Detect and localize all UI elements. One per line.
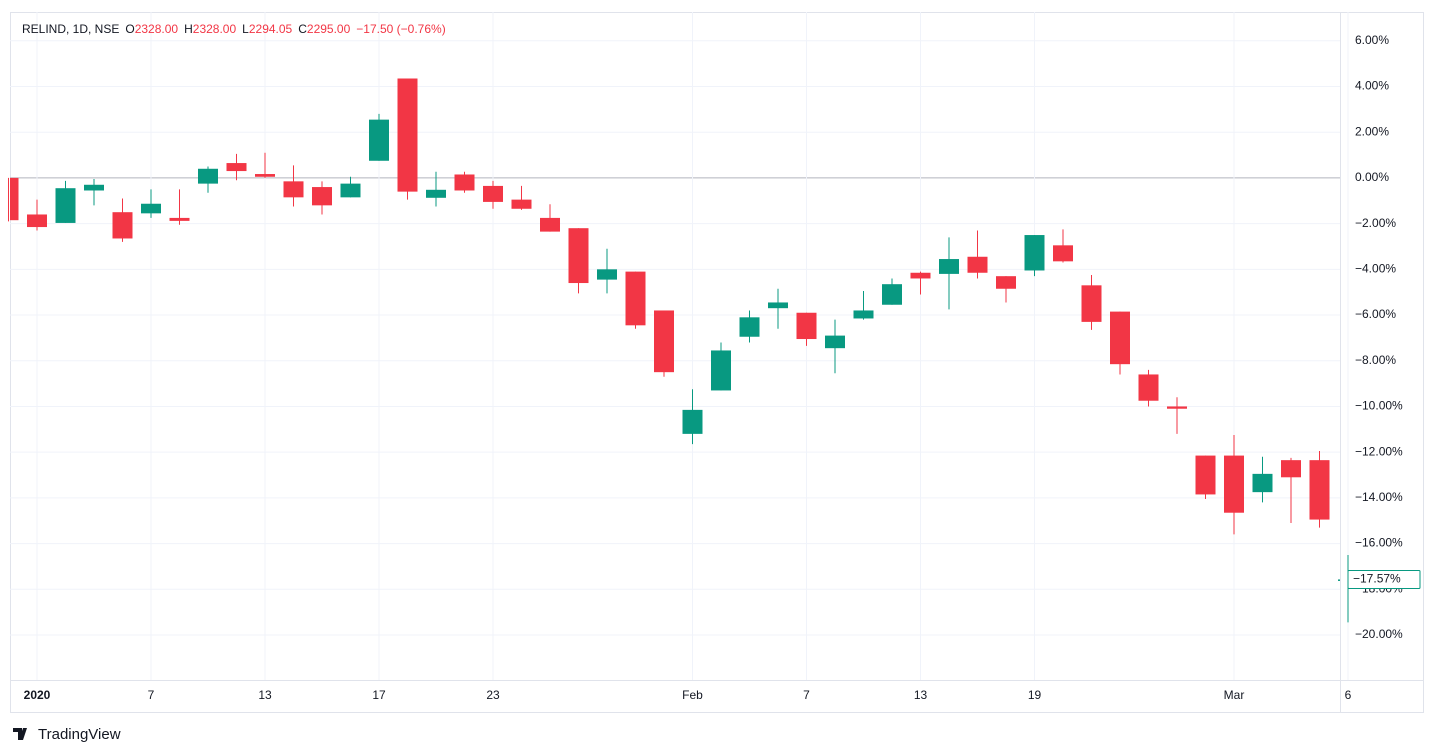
candle-body <box>454 174 475 191</box>
y-tick-label: 2.00% <box>1355 124 1389 138</box>
candle-body <box>112 212 133 239</box>
candle-body <box>141 203 161 214</box>
candle-body <box>1081 285 1102 322</box>
candle-body <box>1309 460 1330 520</box>
candle-body <box>825 335 845 349</box>
y-tick-label: −6.00% <box>1355 307 1396 321</box>
footer-brand: TradingView <box>38 726 121 743</box>
y-tick-label: −14.00% <box>1355 490 1403 504</box>
last-price-box <box>1347 569 1421 589</box>
candle-body <box>1053 245 1073 262</box>
candle-body <box>312 187 332 206</box>
ohlc-label: H <box>184 22 193 36</box>
ohlc-value: 2294.05 <box>249 22 293 36</box>
candle-body <box>939 259 959 274</box>
candle-body <box>55 188 76 223</box>
y-tick-label: −20.00% <box>1355 627 1403 641</box>
candle-body <box>169 217 190 221</box>
candle-body <box>625 271 646 326</box>
candle-body <box>198 168 218 184</box>
logo-icon <box>13 728 27 740</box>
x-tick-label: Feb <box>682 688 703 702</box>
candle-body <box>1281 460 1301 478</box>
candle-body <box>426 189 446 198</box>
candle-body <box>1167 406 1187 409</box>
x-tick-label: 7 <box>803 688 810 702</box>
x-tick-label: 17 <box>372 688 386 702</box>
candle-body <box>483 185 503 202</box>
y-tick-label: −10.00% <box>1355 399 1403 413</box>
x-tick-label: 13 <box>914 688 928 702</box>
x-tick-label: Mar <box>1224 688 1245 702</box>
x-tick-label: 13 <box>258 688 272 702</box>
candle-body <box>1138 374 1159 401</box>
ohlc-label: O <box>125 22 134 36</box>
ohlc-label: L <box>242 22 249 36</box>
y-tick-label: −8.00% <box>1355 353 1396 367</box>
candle-body <box>397 78 418 192</box>
ohlc-value: 2328.00 <box>135 22 179 36</box>
candle-body <box>853 310 874 319</box>
x-tick-label: 23 <box>486 688 500 702</box>
y-tick-label: −2.00% <box>1355 216 1396 230</box>
candle-body <box>369 119 389 161</box>
candle-body <box>1252 473 1273 493</box>
candle-body <box>682 409 703 434</box>
candle-body <box>967 256 988 273</box>
x-tick-label: 6 <box>1345 688 1352 702</box>
tradingview-logo: TradingView <box>13 726 121 743</box>
candle-body <box>1110 311 1130 365</box>
change: −17.50 (−0.76%) <box>356 22 445 36</box>
candle-body <box>654 310 674 373</box>
symbol: RELIND, 1D, NSE <box>22 22 119 36</box>
candle-body <box>10 177 19 221</box>
last-price-label: −17.57% <box>1353 572 1401 586</box>
chart-frame <box>10 12 1424 713</box>
y-tick-label: −4.00% <box>1355 261 1396 275</box>
ohlc-value: 2328.00 <box>193 22 237 36</box>
candles <box>8 78 1349 623</box>
candle-body <box>1195 455 1216 495</box>
candle-body <box>84 184 104 191</box>
candle-body <box>568 228 589 284</box>
x-tick-label: 19 <box>1028 688 1042 702</box>
grid <box>10 12 1349 680</box>
candle-body <box>1338 579 1340 581</box>
candle-body <box>540 217 560 232</box>
candle-body <box>910 272 931 279</box>
legend-header: RELIND, 1D, NSE O2328.00 H2328.00 L2294.05 C… <box>22 22 446 36</box>
y-tick-label: 0.00% <box>1355 170 1389 184</box>
candle-body <box>768 302 788 309</box>
candle-body <box>882 284 902 305</box>
x-tick-label: 7 <box>148 688 155 702</box>
x-tick-label: 2020 <box>24 688 51 702</box>
ohlc-label: C <box>298 22 307 36</box>
candle-body <box>255 174 275 177</box>
y-tick-label: −16.00% <box>1355 536 1403 550</box>
y-tick-label: 6.00% <box>1355 33 1389 47</box>
candle-body <box>340 183 361 198</box>
y-tick-label: −12.00% <box>1355 444 1403 458</box>
y-tick-label: 4.00% <box>1355 79 1389 93</box>
candle-body <box>511 199 532 209</box>
candle-body <box>27 214 47 228</box>
candle-body <box>996 276 1016 289</box>
candle-body <box>1224 455 1244 513</box>
candle-body <box>283 181 304 198</box>
candle-body <box>739 317 760 337</box>
candle-body <box>1024 235 1045 271</box>
ohlc-value: 2295.00 <box>307 22 351 36</box>
candle-body <box>226 163 247 172</box>
candle-body <box>711 350 731 391</box>
candle-body <box>597 269 617 280</box>
candle-body <box>796 312 817 340</box>
